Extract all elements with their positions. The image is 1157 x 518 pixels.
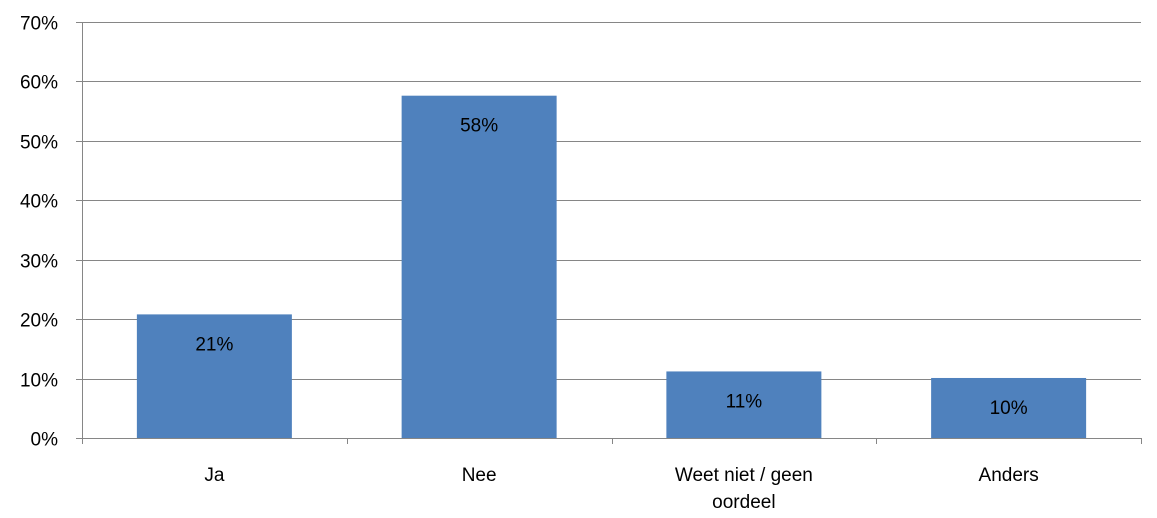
y-tick-labels: 0% 10% 20% 30% 40% 50% 60% 70% (20, 14, 58, 451)
bar-weet-niet-geen-oordeel (666, 371, 822, 438)
bar-nee (401, 95, 557, 438)
y-tick-label: 70% (20, 14, 58, 35)
data-label: 10% (990, 398, 1028, 419)
data-label: 21% (195, 334, 233, 355)
category-label-line: Weet niet / geen (675, 465, 813, 486)
category-label-line: Anders (979, 465, 1039, 486)
y-tick-label: 40% (20, 192, 58, 213)
category-labels: Ja Nee Weet niet / geen oordeel Anders (204, 465, 1038, 513)
data-labels: 21% 58% 11% 10% (195, 116, 1027, 419)
y-tick-label: 60% (20, 73, 58, 94)
y-tick-label: 50% (20, 133, 58, 154)
category-label: Weet niet / geen oordeel (675, 465, 813, 513)
bar-anders (931, 377, 1087, 438)
category-label-line: Nee (462, 465, 497, 486)
axes (76, 22, 1142, 444)
category-label: Anders (979, 465, 1039, 486)
category-label-line: Ja (204, 465, 225, 486)
y-tick-label: 0% (31, 430, 59, 451)
bar-ja (136, 314, 292, 438)
data-label: 11% (726, 391, 763, 412)
category-label: Nee (462, 465, 497, 486)
data-label: 58% (460, 116, 498, 137)
y-tick-label: 10% (20, 371, 58, 392)
category-label-line: oordeel (712, 492, 775, 513)
bars (136, 95, 1087, 438)
category-label: Ja (204, 465, 225, 486)
y-tick-label: 20% (20, 311, 58, 332)
y-tick-label: 30% (20, 252, 58, 273)
